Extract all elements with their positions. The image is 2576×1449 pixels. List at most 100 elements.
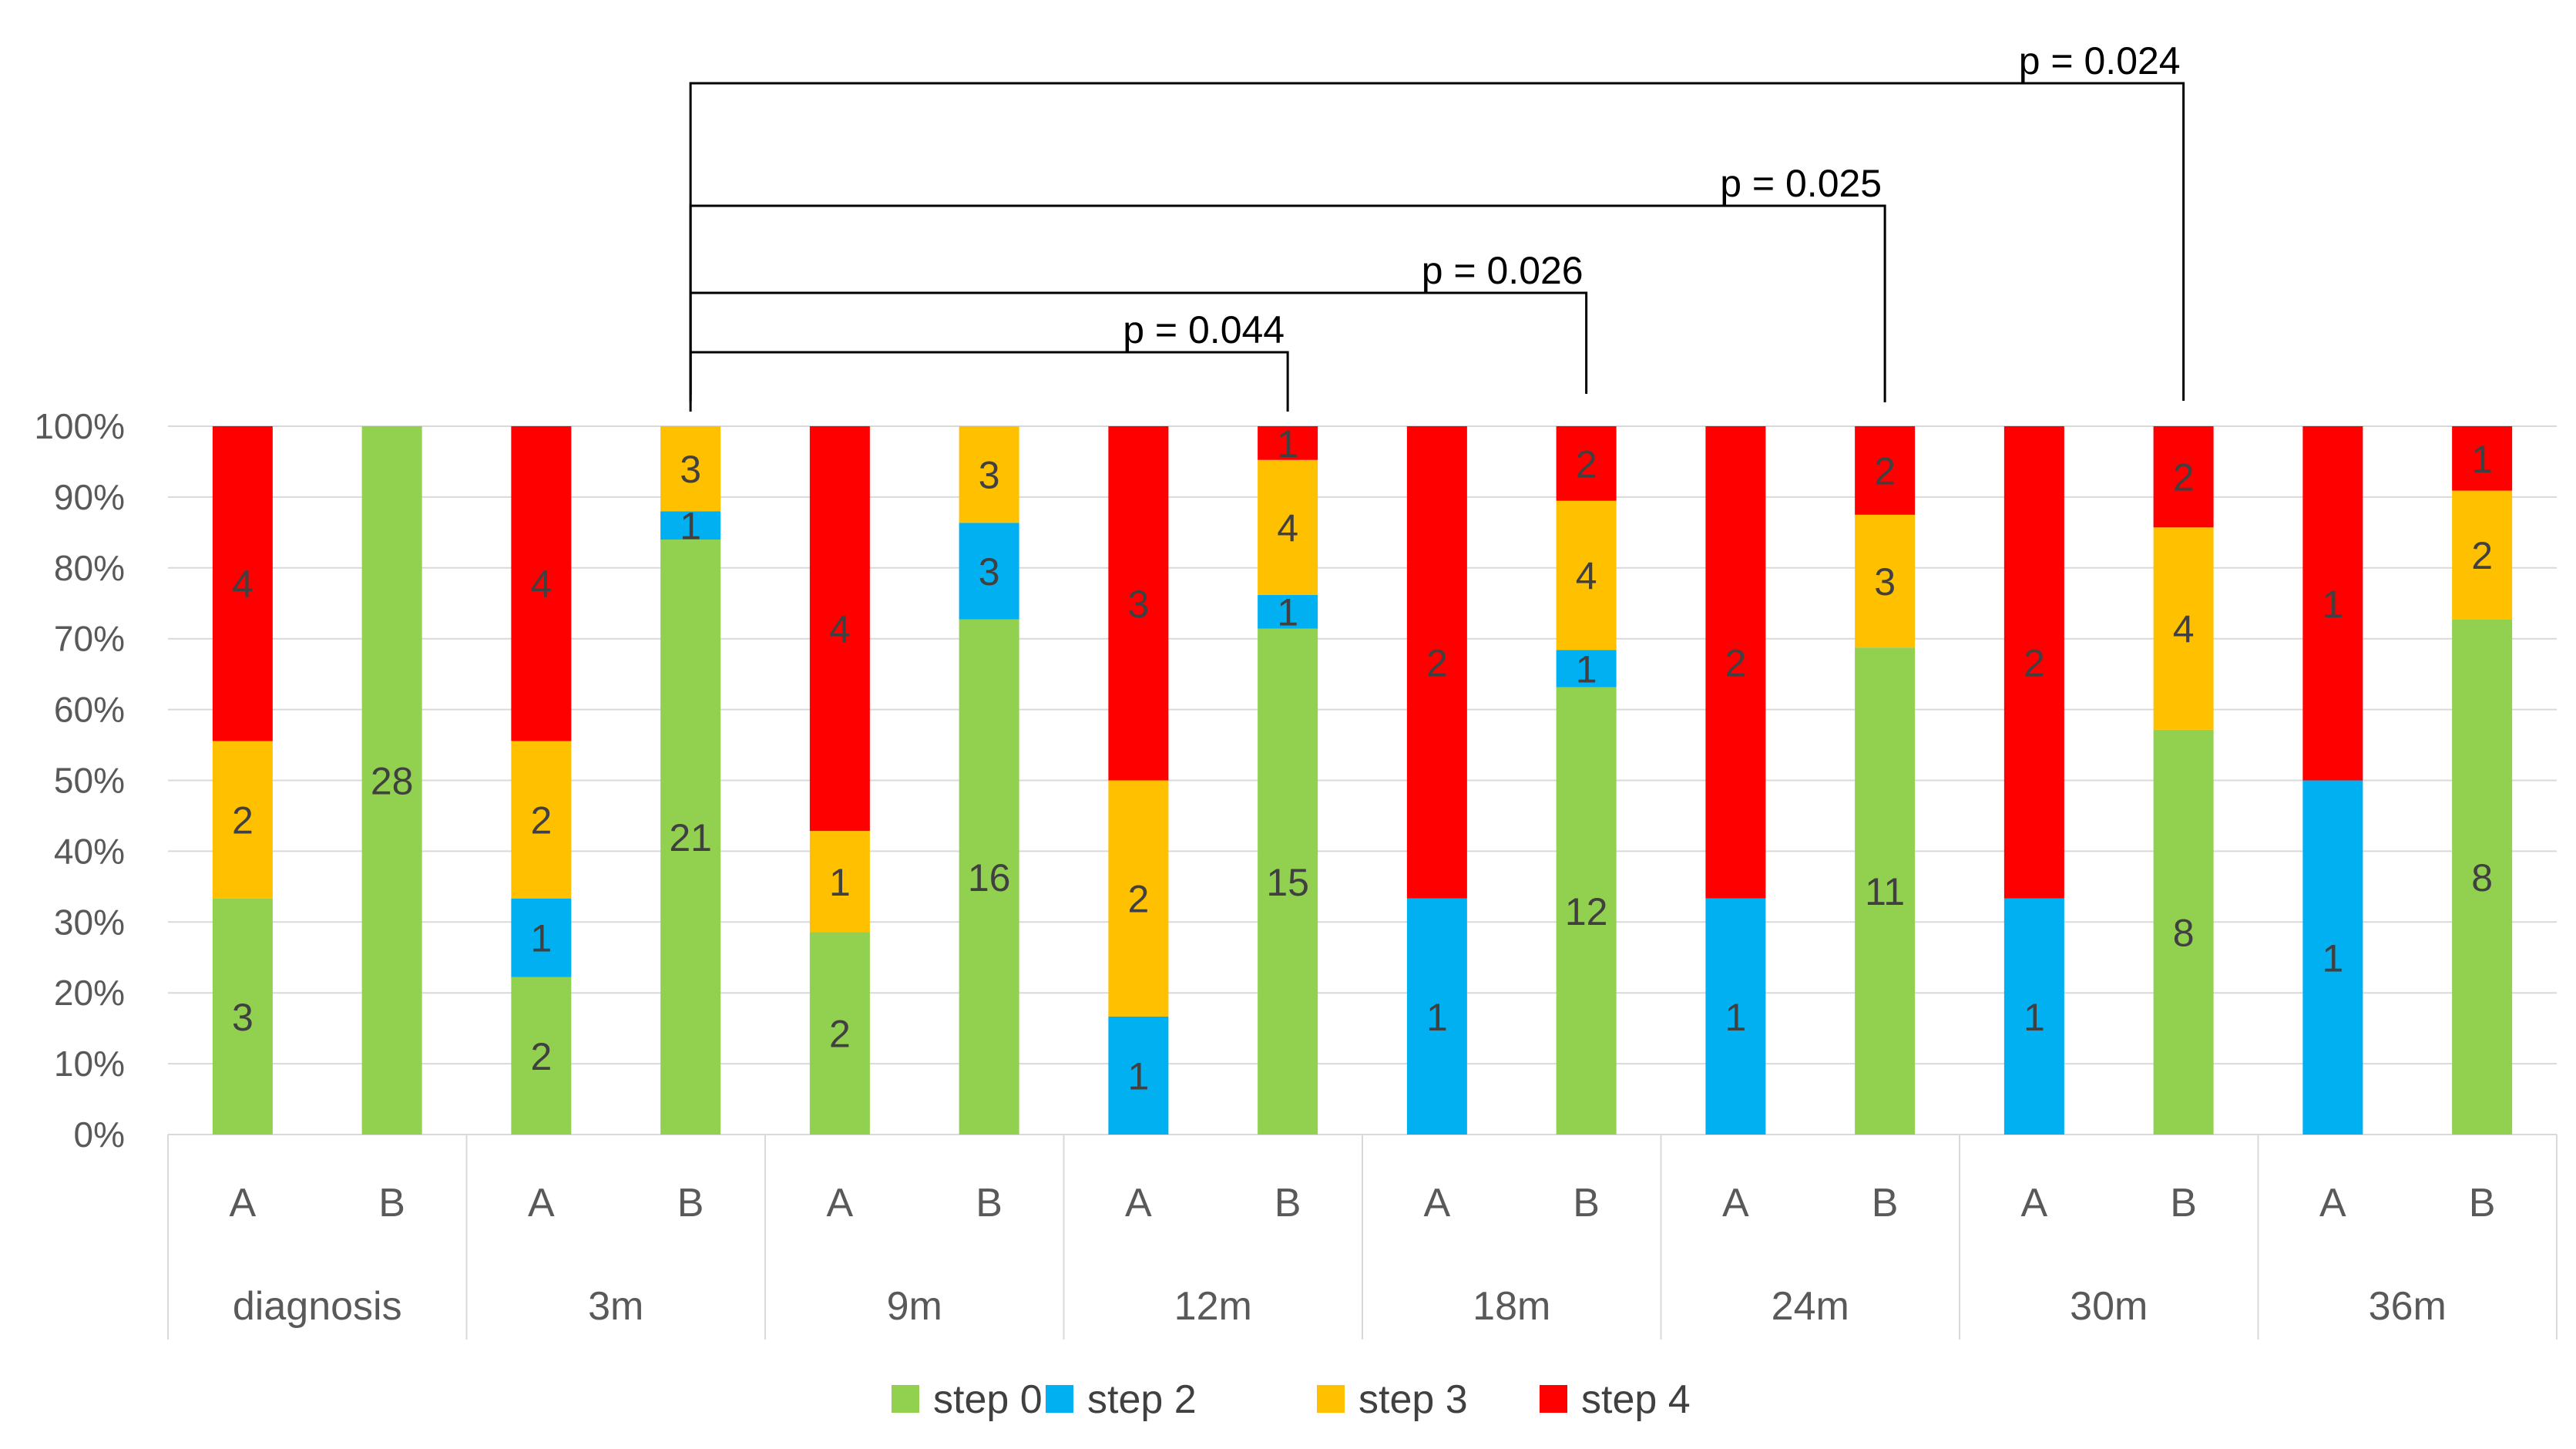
x-group-label: 30m: [2070, 1284, 2148, 1329]
bar-36m-B-step-0: [2452, 619, 2513, 1135]
bar-12m-A-step-2: [1108, 1016, 1169, 1135]
bar-30m-A-step-4: [2003, 426, 2064, 899]
x-subcategory-label: A: [230, 1181, 257, 1225]
y-tick-label: 40%: [54, 831, 125, 871]
bar-36m-B-step-4: [2452, 426, 2513, 491]
x-group-label: 36m: [2369, 1284, 2447, 1329]
data-label: 1: [1725, 996, 1746, 1039]
y-tick-label: 30%: [54, 902, 125, 942]
x-subcategory-label: B: [677, 1181, 704, 1225]
data-label: 3: [1127, 583, 1149, 626]
data-label: 4: [530, 563, 552, 606]
bar-24m-A-step-4: [1705, 426, 1766, 899]
bar-24m-A-step-2: [1705, 898, 1766, 1135]
bar-18m-A-step-2: [1406, 898, 1467, 1135]
data-label: 3: [979, 550, 1000, 593]
data-label: 4: [232, 563, 254, 606]
data-label: 1: [1576, 647, 1597, 691]
y-axis-tick-labels: 0% 10% 20% 30% 40% 50% 60% 70% 80% 90% 100%: [34, 406, 125, 1155]
significance-brackets: p = 0.044 p = 0.026 p = 0.025 p = 0.024: [689, 39, 2185, 412]
bar-36m-A-step-2: [2302, 780, 2363, 1135]
bar-18m-B-step-0: [1556, 687, 1617, 1135]
bar-diagnosis-A-step-4: [212, 426, 273, 741]
data-label: 2: [829, 1013, 851, 1056]
p-value-label: p = 0.026: [1422, 249, 1584, 292]
bar-24m-B-step-4: [1855, 426, 1916, 515]
x-subcategory-label: B: [976, 1181, 1003, 1225]
y-tick-label: 80%: [54, 548, 125, 588]
data-label: 1: [1127, 1054, 1149, 1098]
bar-12m-B-step-4: [1258, 426, 1318, 460]
data-label: 2: [2024, 641, 2045, 684]
legend: step 0 step 2 step 3 step 4: [892, 1377, 1691, 1422]
data-label: 2: [1127, 878, 1149, 921]
legend-swatch-step-4: [1540, 1385, 1567, 1413]
y-tick-label: 0%: [74, 1114, 125, 1155]
bar-3m-A-step-2: [511, 898, 572, 977]
x-subcategory-label: B: [1275, 1181, 1301, 1225]
x-group-label: diagnosis: [233, 1284, 402, 1329]
data-label: 3: [1874, 560, 1896, 603]
data-label: 3: [979, 454, 1000, 497]
x-group-label: 24m: [1772, 1284, 1849, 1329]
data-label: 2: [232, 799, 254, 842]
data-label: 28: [371, 760, 414, 803]
bar-12m-A-step-3: [1108, 780, 1169, 1017]
data-label: 12: [1565, 890, 1608, 933]
x-subcategory-label: A: [1424, 1181, 1451, 1225]
data-label: 4: [2173, 608, 2195, 651]
bar-3m-A-step-4: [511, 426, 572, 741]
data-label: 16: [968, 856, 1011, 899]
x-group-label: 3m: [588, 1284, 643, 1329]
bar-3m-B-step-0: [660, 540, 721, 1135]
bar-18m-B-step-4: [1556, 426, 1617, 501]
data-label: 1: [829, 861, 851, 904]
significance-bracket: [689, 351, 1289, 412]
bar-12m-A-step-4: [1108, 426, 1169, 781]
x-subcategory-label: B: [378, 1181, 405, 1225]
bar-9m-B-step-0: [959, 619, 1019, 1135]
data-label: 4: [1277, 506, 1298, 550]
data-label: 1: [2322, 583, 2343, 626]
data-label: 2: [530, 799, 552, 842]
data-label: 2: [1725, 641, 1746, 684]
legend-label: step 2: [1087, 1377, 1197, 1422]
x-subcategory-label: B: [2469, 1181, 2496, 1225]
bar-30m-B-step-0: [2153, 729, 2214, 1135]
y-tick-label: 90%: [54, 477, 125, 517]
bar-18m-B-step-2: [1556, 650, 1617, 688]
x-group-label: 12m: [1174, 1284, 1252, 1329]
p-value-label: p = 0.044: [1123, 308, 1285, 351]
bars: 3242821242113214163312315141121214212113…: [212, 422, 2513, 1135]
data-label: 2: [1874, 449, 1896, 493]
bar-diagnosis-A-step-0: [212, 898, 273, 1135]
legend-swatch-step-2: [1046, 1385, 1073, 1413]
x-group-label: 9m: [887, 1284, 942, 1329]
bar-diagnosis-B-step-0: [361, 426, 422, 1135]
bar-24m-B-step-3: [1855, 514, 1916, 648]
x-subcategory-label: B: [1573, 1181, 1600, 1225]
data-label: 1: [2471, 438, 2493, 481]
x-subcategory-label: A: [2319, 1181, 2346, 1225]
y-tick-label: 100%: [34, 406, 125, 446]
bar-30m-B-step-3: [2153, 527, 2214, 730]
bar-24m-B-step-0: [1855, 647, 1916, 1135]
bar-9m-A-step-3: [809, 831, 870, 933]
x-subcategory-label: A: [2021, 1181, 2048, 1225]
bar-30m-A-step-2: [2003, 898, 2064, 1135]
bar-9m-B-step-2: [959, 523, 1019, 620]
x-subcategory-label: B: [1872, 1181, 1899, 1225]
data-label: 4: [829, 608, 851, 651]
p-value-label: p = 0.025: [1720, 162, 1882, 205]
legend-swatch-step-3: [1317, 1385, 1345, 1413]
significance-bracket: [689, 82, 2185, 401]
data-label: 8: [2173, 911, 2195, 954]
data-label: 8: [2471, 856, 2493, 899]
x-subcategory-label: A: [1722, 1181, 1749, 1225]
p-value-label: p = 0.024: [2019, 39, 2181, 82]
data-label: 4: [1576, 554, 1597, 597]
data-label: 1: [1426, 996, 1448, 1039]
y-tick-label: 20%: [54, 973, 125, 1013]
